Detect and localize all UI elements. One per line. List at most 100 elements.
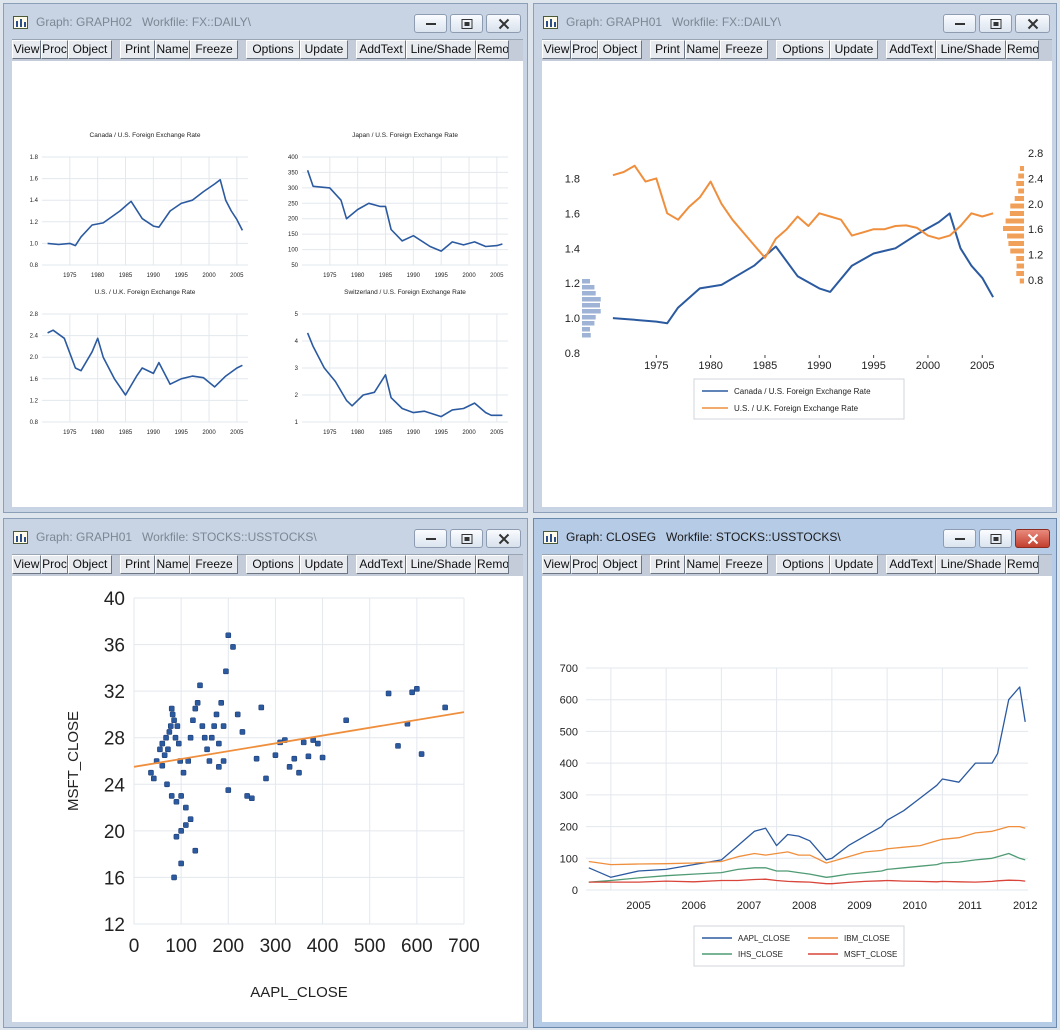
y-tick-label: 4 [295,339,299,345]
toolbar-options-button[interactable]: Options [776,40,830,59]
toolbar-line-shade-button[interactable]: Line/Shade [406,555,476,574]
title-bar[interactable]: Graph: GRAPH02 Workfile: FX::DAILY\ [4,4,527,38]
toolbar-object-button[interactable]: Object [68,40,112,59]
toolbar-object-button[interactable]: Object [598,555,642,574]
toolbar-update-button[interactable]: Update [830,40,878,59]
toolbar-freeze-button[interactable]: Freeze [720,40,768,59]
toolbar-addtext-button[interactable]: AddText [886,555,936,574]
x-tick-label: 1975 [63,273,77,279]
toolbar-remo-button[interactable]: Remo [1006,555,1039,574]
x-tick-label: 1975 [644,360,668,372]
scatter-point [183,804,189,811]
restore-button[interactable] [450,14,483,33]
toolbar-freeze-button[interactable]: Freeze [720,555,768,574]
toolbar-update-button[interactable]: Update [300,40,348,59]
close-button[interactable] [1015,14,1050,33]
toolbar-name-button[interactable]: Name [685,40,720,59]
toolbar-view-button[interactable]: View [12,555,41,574]
toolbar-proc-button[interactable]: Proc [41,40,68,59]
title-bar[interactable]: Graph: GRAPH01 Workfile: FX::DAILY\ [534,4,1056,38]
left-y-tick-label: 1.6 [565,208,580,220]
x-tick-label: 1980 [351,273,365,279]
minimize-button[interactable] [943,529,976,548]
left-distribution-bar [582,303,600,308]
y-tick-label: 1.4 [30,198,39,204]
y-tick-label: 2 [295,393,299,399]
toolbar-print-button[interactable]: Print [120,40,155,59]
toolbar-view-button[interactable]: View [12,40,41,59]
minimize-button[interactable] [414,529,447,548]
toolbar-line-shade-button[interactable]: Line/Shade [936,555,1006,574]
toolbar-proc-button[interactable]: Proc [571,40,598,59]
scatter-point [187,734,194,741]
x-tick-label: 1990 [147,430,161,436]
toolbar-freeze-button[interactable]: Freeze [190,555,238,574]
y-tick-label: 200 [288,217,299,223]
toolbar-name-button[interactable]: Name [155,555,190,574]
graph01-stocks-window: Graph: GRAPH01 Workfile: STOCKS::USSTOCKS… [3,518,528,1028]
y-tick-label: 2.8 [30,312,39,318]
toolbar-object-button[interactable]: Object [598,40,642,59]
toolbar-line-shade-button[interactable]: Line/Shade [406,40,476,59]
toolbar-object-button[interactable]: Object [68,555,112,574]
toolbar-update-button[interactable]: Update [830,555,878,574]
minimize-button[interactable] [414,14,447,33]
toolbar-view-button[interactable]: View [542,40,571,59]
toolbar-addtext-button[interactable]: AddText [356,555,406,574]
scatter-point [213,711,220,718]
close-button[interactable] [486,529,521,548]
legend-label: IHS_CLOSE [738,950,783,959]
y-tick-label: 300 [560,790,578,802]
scatter-point [171,874,177,881]
toolbar-update-button[interactable]: Update [300,555,348,574]
y-tick-label: 36 [104,636,125,657]
toolbar-print-button[interactable]: Print [120,555,155,574]
toolbar-view-button[interactable]: View [542,555,571,574]
restore-button[interactable] [979,529,1012,548]
toolbar-options-button[interactable]: Options [246,40,300,59]
toolbar-options-button[interactable]: Options [776,555,830,574]
toolbar-proc-button[interactable]: Proc [571,555,598,574]
y-tick-label: 1.8 [30,155,39,161]
title-bar[interactable]: Graph: CLOSEG Workfile: STOCKS::USSTOCKS\ [534,519,1056,553]
toolbar-proc-button[interactable]: Proc [41,555,68,574]
right-distribution-bar [1010,203,1024,209]
toolbar-line-shade-button[interactable]: Line/Shade [936,40,1006,59]
scatter-point [185,758,192,764]
toolbar-remo-button[interactable]: Remo [476,40,509,59]
close-button[interactable] [486,14,521,33]
restore-button[interactable] [979,14,1012,33]
x-tick-label: 1990 [407,273,421,279]
legend-label: U.S. / U.K. Foreign Exchange Rate [734,404,859,413]
left-distribution-bar [582,327,591,332]
restore-button[interactable] [450,529,483,548]
right-distribution-bar [1016,271,1024,276]
right-y-tick-label: 1.6 [1028,224,1043,236]
toolbar-remo-button[interactable]: Remo [1006,40,1039,59]
close-icon [1027,18,1038,29]
title-bar[interactable]: Graph: GRAPH01 Workfile: STOCKS::USSTOCKS… [4,519,527,553]
scatter-point [201,734,208,741]
minimize-icon [954,537,965,540]
scatter-point [166,729,173,735]
x-tick-label: 2006 [681,900,705,912]
toolbar-name-button[interactable]: Name [155,40,190,59]
left-distribution-bar [582,285,595,290]
toolbar-print-button[interactable]: Print [650,40,685,59]
scatter-point [418,751,425,757]
scatter-point [225,787,232,793]
right-distribution-bar [1010,248,1024,254]
scatter-point [220,723,227,729]
toolbar-addtext-button[interactable]: AddText [356,40,406,59]
toolbar-print-button[interactable]: Print [650,555,685,574]
minimize-button[interactable] [943,14,976,33]
toolbar-remo-button[interactable]: Remo [476,555,509,574]
close-button[interactable] [1015,529,1050,548]
toolbar-name-button[interactable]: Name [685,555,720,574]
toolbar-addtext-button[interactable]: AddText [886,40,936,59]
scatter-point [172,734,179,741]
scatter-point [167,723,174,729]
toolbar-options-button[interactable]: Options [246,555,300,574]
toolbar-freeze-button[interactable]: Freeze [190,40,238,59]
scatter-point [159,740,166,747]
